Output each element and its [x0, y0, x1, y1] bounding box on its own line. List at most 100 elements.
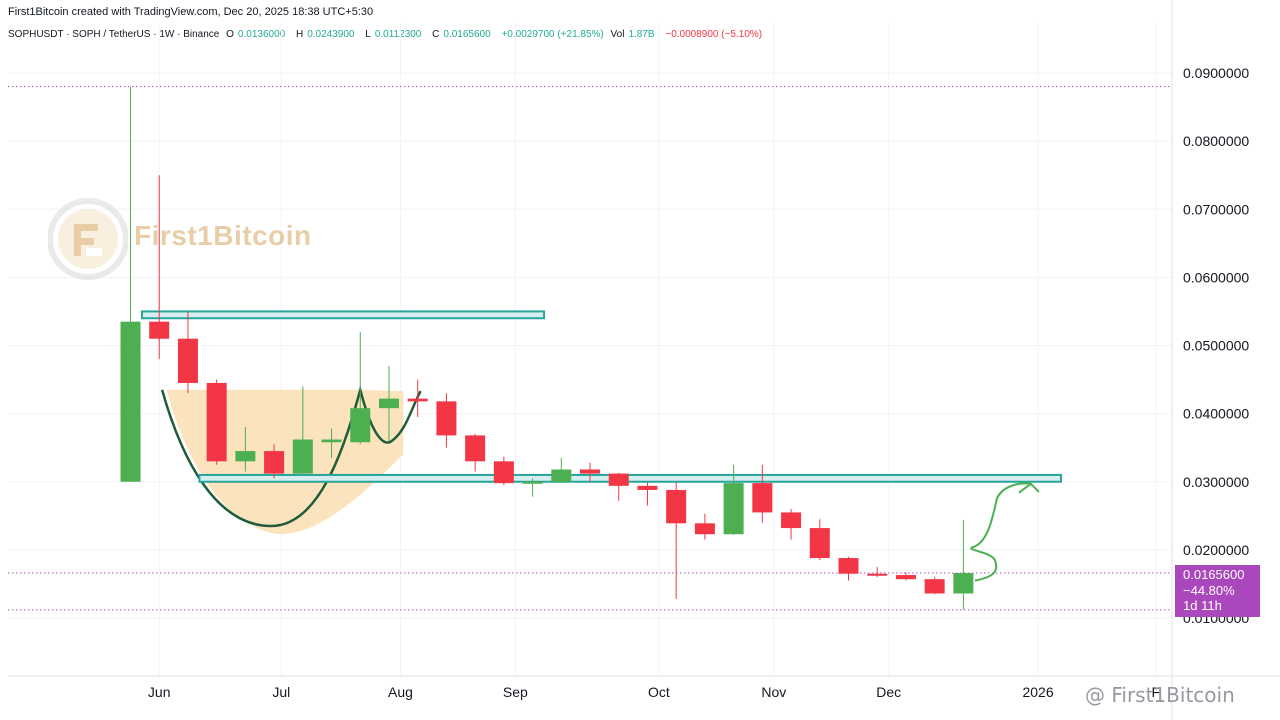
- symbol-label[interactable]: SOPHUSDT · SOPH / TetherUS · 1W · Binanc…: [8, 29, 220, 40]
- low-label: L: [365, 29, 371, 40]
- candle-body: [723, 483, 744, 535]
- candle: [292, 386, 313, 475]
- candle: [637, 482, 658, 506]
- candle: [953, 519, 974, 610]
- current-price-badge: 0.0165600 −44.80% 1d 11h: [1175, 565, 1260, 617]
- chart-header-attribution: First1Bitcoin created with TradingView.c…: [8, 6, 374, 18]
- y-tick-label: 0.0500000: [1183, 338, 1249, 354]
- candle: [235, 427, 256, 472]
- candle-body: [809, 528, 830, 559]
- candle-body: [580, 469, 601, 474]
- candle: [752, 464, 773, 523]
- badge-price: 0.0165600: [1183, 567, 1245, 582]
- candle-body: [465, 435, 486, 462]
- candle-body: [895, 575, 916, 580]
- candle-body: [551, 469, 572, 482]
- x-tick-label: Jul: [272, 684, 290, 700]
- y-tick-label: 0.0300000: [1183, 474, 1249, 490]
- candles: [120, 86, 974, 610]
- candle: [608, 472, 629, 501]
- x-tick-label: Nov: [761, 684, 786, 700]
- y-tick-label: 0.0900000: [1183, 65, 1249, 81]
- high-label: H: [295, 29, 304, 40]
- x-tick-label: Sep: [503, 684, 528, 700]
- candle-body: [149, 321, 170, 339]
- watermark-text: First1Bitcoin: [134, 220, 312, 251]
- candle: [551, 457, 572, 484]
- candle-body: [235, 451, 256, 462]
- candle: [378, 365, 399, 441]
- candle-body: [781, 512, 802, 529]
- y-tick-label: 0.0400000: [1183, 406, 1249, 422]
- candle-body: [666, 489, 687, 524]
- y-tick-label: 0.0600000: [1183, 269, 1249, 285]
- volume-value: 1.87B: [628, 29, 655, 40]
- candle-body: [264, 451, 285, 474]
- open-value: 0.0136000: [237, 29, 286, 40]
- candle-body: [378, 398, 399, 409]
- candle: [580, 462, 601, 482]
- x-tick-label: Jun: [148, 684, 171, 700]
- projection-arrow: [970, 482, 1040, 582]
- candle: [867, 566, 888, 578]
- candle: [321, 428, 342, 458]
- candle-body: [350, 408, 371, 443]
- x-tick-label: Dec: [876, 684, 901, 700]
- candle: [522, 478, 543, 497]
- candle-body: [493, 461, 514, 484]
- candle-body: [206, 382, 227, 462]
- candle: [838, 556, 859, 581]
- candle-body: [924, 579, 945, 594]
- candle: [206, 379, 227, 465]
- zone-neckline-support: [198, 473, 1063, 483]
- candle: [465, 434, 486, 472]
- candle: [149, 175, 170, 360]
- change-value: +0.0029700 (+21.85%): [501, 29, 604, 40]
- cup-and-handle-curve: [160, 384, 422, 528]
- candle: [895, 572, 916, 581]
- candle: [694, 513, 715, 540]
- volume-label: Vol: [610, 29, 625, 40]
- candle: [924, 577, 945, 595]
- candle-body: [407, 398, 428, 402]
- footer-watermark: @ First1Bitcoin: [1085, 683, 1235, 707]
- candle: [809, 519, 830, 561]
- candle: [666, 482, 687, 599]
- candle: [177, 311, 198, 394]
- close-value: 0.0165600: [443, 29, 491, 40]
- x-tick-label: Oct: [648, 684, 670, 700]
- cup-and-handle-pattern: [160, 384, 422, 534]
- candle-body: [177, 338, 198, 383]
- zone-rectangles: [140, 310, 1063, 483]
- watermark-logo: First1Bitcoin: [47, 196, 348, 286]
- candle-body: [436, 401, 457, 436]
- candle-body: [321, 439, 342, 443]
- x-tick-label: 2026: [1022, 684, 1053, 700]
- candle-body: [838, 558, 859, 574]
- close-label: C: [432, 29, 440, 40]
- candle: [781, 509, 802, 540]
- projection-path: [970, 482, 1031, 582]
- candle-body: [292, 439, 313, 474]
- ohlc-legend: SOPHUSDT · SOPH / TetherUS · 1W · Binanc…: [8, 29, 766, 40]
- bitcoin-logo-icon: [47, 198, 129, 280]
- badge-countdown: 1d 11h: [1183, 598, 1222, 613]
- candle: [407, 379, 428, 418]
- y-tick-label: 0.0200000: [1183, 542, 1249, 558]
- candle-body: [694, 523, 715, 535]
- arrowhead-icon: [1018, 482, 1040, 494]
- candle-body: [522, 481, 543, 484]
- low-value: 0.0112300: [374, 29, 422, 40]
- y-tick-label: 0.0700000: [1183, 201, 1249, 217]
- candle-body: [867, 573, 888, 576]
- candle: [120, 86, 141, 482]
- high-value: 0.0243900: [307, 29, 355, 40]
- volume-change-value: −0.0008900 (−5.10%): [665, 29, 763, 40]
- candle: [436, 393, 457, 448]
- candle: [723, 464, 744, 535]
- candle-body: [953, 573, 974, 594]
- x-tick-label: F: [1152, 684, 1161, 700]
- zone-resistance-top: [140, 310, 546, 320]
- candle-body: [120, 321, 141, 482]
